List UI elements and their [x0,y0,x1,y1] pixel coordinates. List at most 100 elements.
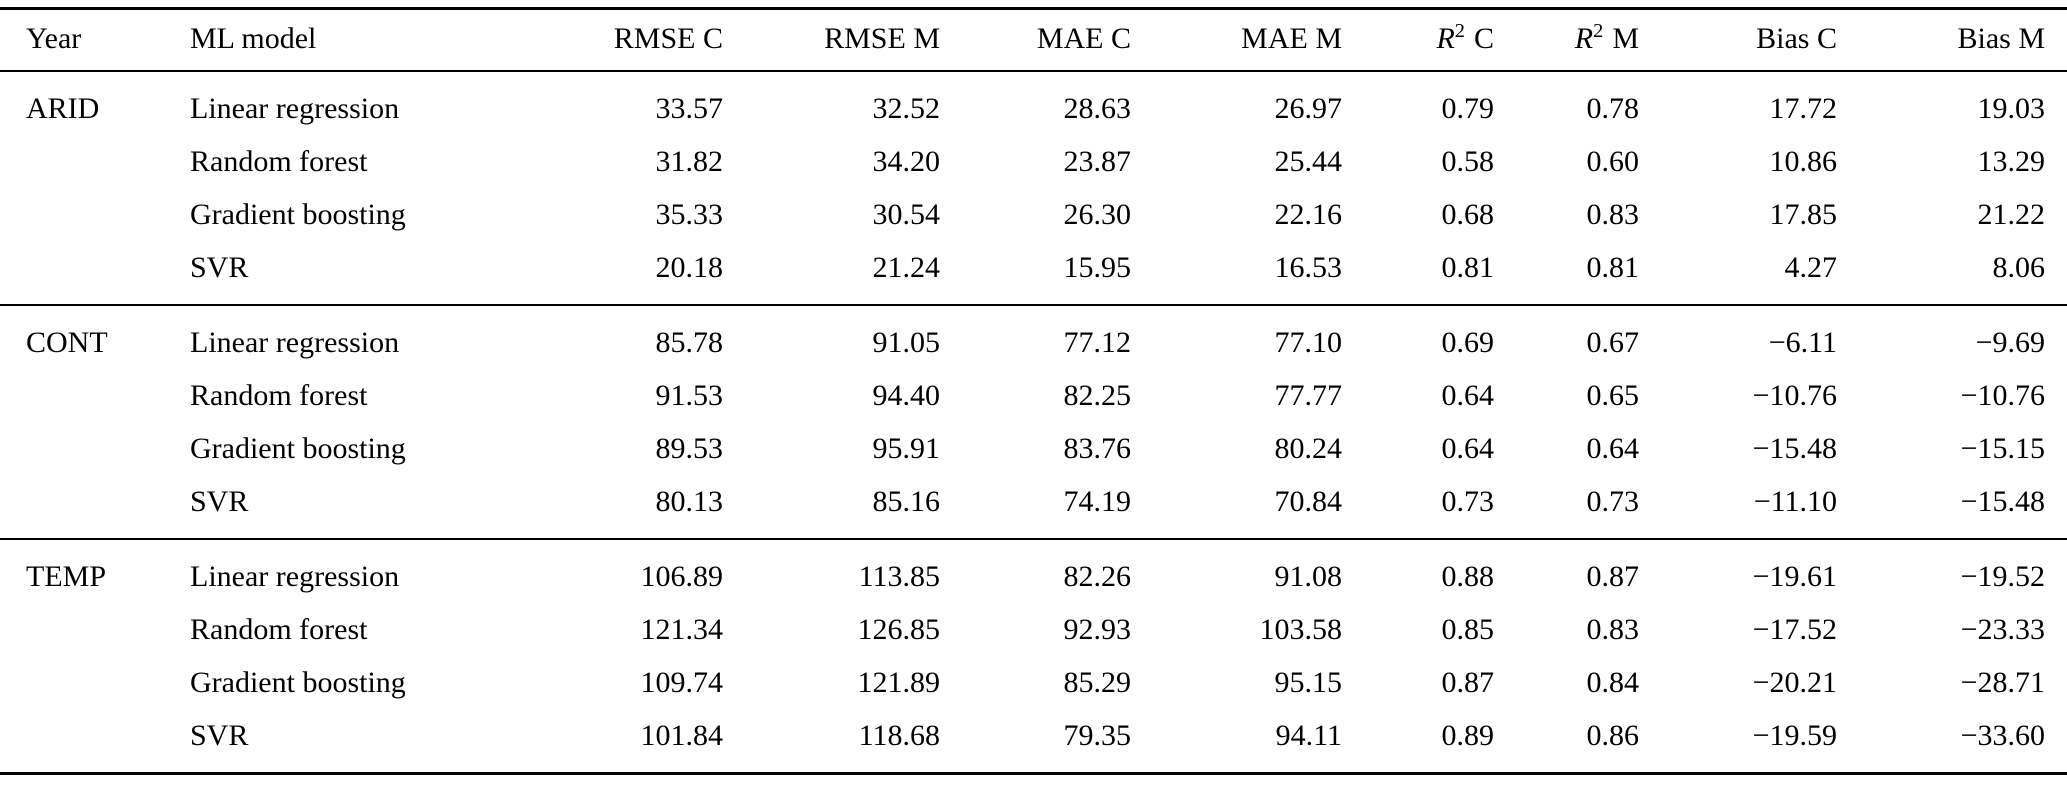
value-cell: 94.40 [872,378,941,412]
value-cell: 92.93 [1063,612,1132,646]
value-cell: 91.05 [745,304,962,369]
value-cell: −19.52 [1859,538,2067,603]
value-cell: 16.53 [1274,250,1343,284]
table-row: Random forest 121.34 126.85 92.93 103.58 0.85… [0,603,2067,656]
table-row: ARID Linear regression 33.57 32.52 28.63 26.9… [0,71,2067,135]
year-cell [0,656,190,709]
value-cell: 77.12 [962,304,1153,369]
year-cell [0,369,190,422]
value-cell: 28.63 [1063,91,1132,125]
value-cell: 0.79 [1441,91,1495,125]
value-cell: 0.78 [1586,91,1640,125]
value-cell: −17.52 [1752,612,1837,646]
table-row: CONT Linear regression 85.78 91.05 77.12 77.1… [0,304,2067,369]
value-cell: 25.44 [1274,144,1343,178]
table-row: Gradient boosting 109.74 121.89 85.29 95.15 0… [0,656,2067,709]
value-cell: 0.86 [1586,718,1640,752]
value-cell: 17.85 [1769,197,1838,231]
year-cell [0,709,190,774]
value-cell: 118.68 [858,718,940,752]
value-cell: 94.11 [1275,718,1342,752]
value-cell: 0.81 [1586,250,1640,284]
column-header: Year [0,8,190,72]
year-cell: CONT [0,304,190,369]
value-cell: −15.15 [1960,431,2045,465]
value-cell: 85.29 [1063,665,1132,699]
model-cell: Linear regression [190,538,550,603]
value-cell: 20.18 [655,250,724,284]
value-cell: 30.54 [872,197,941,231]
year-cell: ARID [26,91,100,125]
table-row: SVR 20.18 21.24 15.95 16.53 0.81 0.81 4.27 8.06 [0,241,2067,305]
value-cell: 13.29 [1977,144,2046,178]
value-cell: −33.60 [1960,718,2045,752]
column-header: Bias C [1661,8,1859,72]
model-cell: Linear regression [190,91,400,125]
value-cell: 21.24 [872,250,941,284]
model-cell: Linear regression [190,304,550,369]
value-cell: 35.33 [655,197,724,231]
value-cell: 0.64 [1441,431,1495,465]
value-cell: 91.08 [1153,538,1364,603]
value-cell: 0.60 [1586,144,1640,178]
value-cell: −15.48 [1960,484,2045,518]
value-cell: 34.20 [872,144,941,178]
table-header: Year ML model RMSE C RMSE M MAE C MAE M R2 C R2 M… [0,8,2067,72]
value-cell: 82.26 [962,538,1153,603]
value-cell: 121.89 [857,665,941,699]
model-cell: Random forest [190,144,368,178]
value-cell: 10.86 [1769,144,1838,178]
value-cell: 91.53 [655,378,724,412]
value-cell: 33.57 [655,91,724,125]
value-cell: 0.68 [1441,197,1495,231]
value-cell: 80.24 [1274,431,1343,465]
value-cell: 0.88 [1364,538,1516,603]
year-cell [0,603,190,656]
value-cell: 0.87 [1441,665,1495,699]
value-cell: −10.76 [1960,378,2045,412]
value-cell: 74.19 [1063,484,1132,518]
value-cell: 70.84 [1274,484,1343,518]
value-cell: 0.85 [1441,612,1495,646]
value-cell: 0.64 [1586,431,1640,465]
table-row: Random forest 91.53 94.40 82.25 77.77 0.64 0.6… [0,369,2067,422]
value-cell: 19.03 [1977,91,2046,125]
table-row: SVR 80.13 85.16 74.19 70.84 0.73 0.73 −11.10 −15… [0,475,2067,539]
table-row: SVR 101.84 118.68 79.35 94.11 0.89 0.86 −19.59 −… [0,709,2067,774]
value-cell: 21.22 [1977,197,2046,231]
metrics-table: Year ML model RMSE C RMSE M MAE C MAE M R2 C R2 M… [0,7,2067,775]
year-cell: TEMP [0,538,190,603]
column-header: R2 M [1516,8,1661,72]
value-cell: 17.72 [1769,91,1838,125]
column-header: ML model [190,8,550,72]
model-cell: Random forest [190,378,368,412]
model-cell: SVR [190,250,249,284]
year-cell [0,475,190,539]
column-header: RMSE C [550,8,745,72]
value-cell: 26.30 [1063,197,1132,231]
value-cell: 0.83 [1586,612,1640,646]
model-cell: Gradient boosting [190,197,406,231]
year-cell [0,135,190,188]
value-cell: 31.82 [655,144,724,178]
value-cell: 126.85 [857,612,941,646]
year-cell [0,188,190,241]
value-cell: 0.73 [1441,484,1495,518]
value-cell: 95.91 [872,431,941,465]
value-cell: −19.59 [1752,718,1837,752]
value-cell: −23.33 [1960,612,2045,646]
value-cell: 85.16 [872,484,941,518]
value-cell: 121.34 [640,612,724,646]
column-header: RMSE M [745,8,962,72]
value-cell: 32.52 [872,91,941,125]
value-cell: 4.27 [1784,250,1838,284]
value-cell: −6.11 [1661,304,1859,369]
column-header-suffix: M [1612,22,1639,55]
value-cell: 8.06 [1992,250,2046,284]
value-cell: −15.48 [1752,431,1837,465]
value-cell: 0.67 [1516,304,1661,369]
model-cell: SVR [190,484,249,518]
model-cell: SVR [190,718,249,752]
value-cell: −10.76 [1752,378,1837,412]
table-row: TEMP Linear regression 106.89 113.85 82.26 91… [0,538,2067,603]
